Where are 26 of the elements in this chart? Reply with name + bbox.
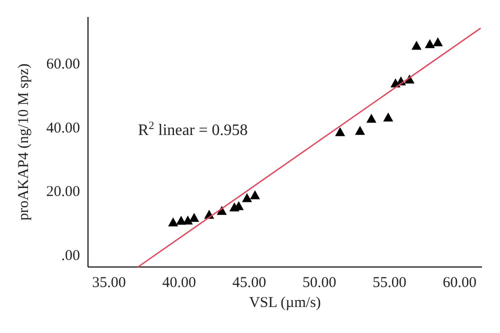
y-tick-label: 20.00	[46, 184, 80, 200]
point	[383, 112, 394, 122]
x-tick-label: 50.00	[302, 275, 336, 291]
point	[424, 39, 435, 48]
y-tick-label: 40.00	[46, 120, 80, 136]
y-tick-label: .00	[61, 248, 80, 264]
point	[242, 193, 252, 202]
x-tick-label: 60.00	[442, 275, 476, 291]
point	[355, 126, 366, 135]
point	[189, 212, 200, 222]
x-tick-label: 45.00	[232, 275, 266, 291]
x-axis-title: VSL (µm/s)	[249, 295, 321, 311]
x-tick-label: 40.00	[162, 275, 196, 291]
point	[366, 114, 376, 123]
point	[168, 217, 178, 226]
x-tick-label: 55.00	[372, 275, 406, 291]
annotation: R$^{2}$ linear = 0.958	[138, 120, 248, 139]
point	[432, 37, 443, 46]
x-tick-label: 35.00	[92, 275, 126, 291]
point	[412, 40, 422, 50]
y-tick-label: 60.00	[46, 56, 80, 73]
point	[250, 190, 260, 200]
point	[335, 127, 346, 136]
point	[182, 215, 193, 224]
y-axis-title: proAKAP4 (ng/10 M spz)	[16, 63, 32, 221]
point	[176, 216, 186, 225]
